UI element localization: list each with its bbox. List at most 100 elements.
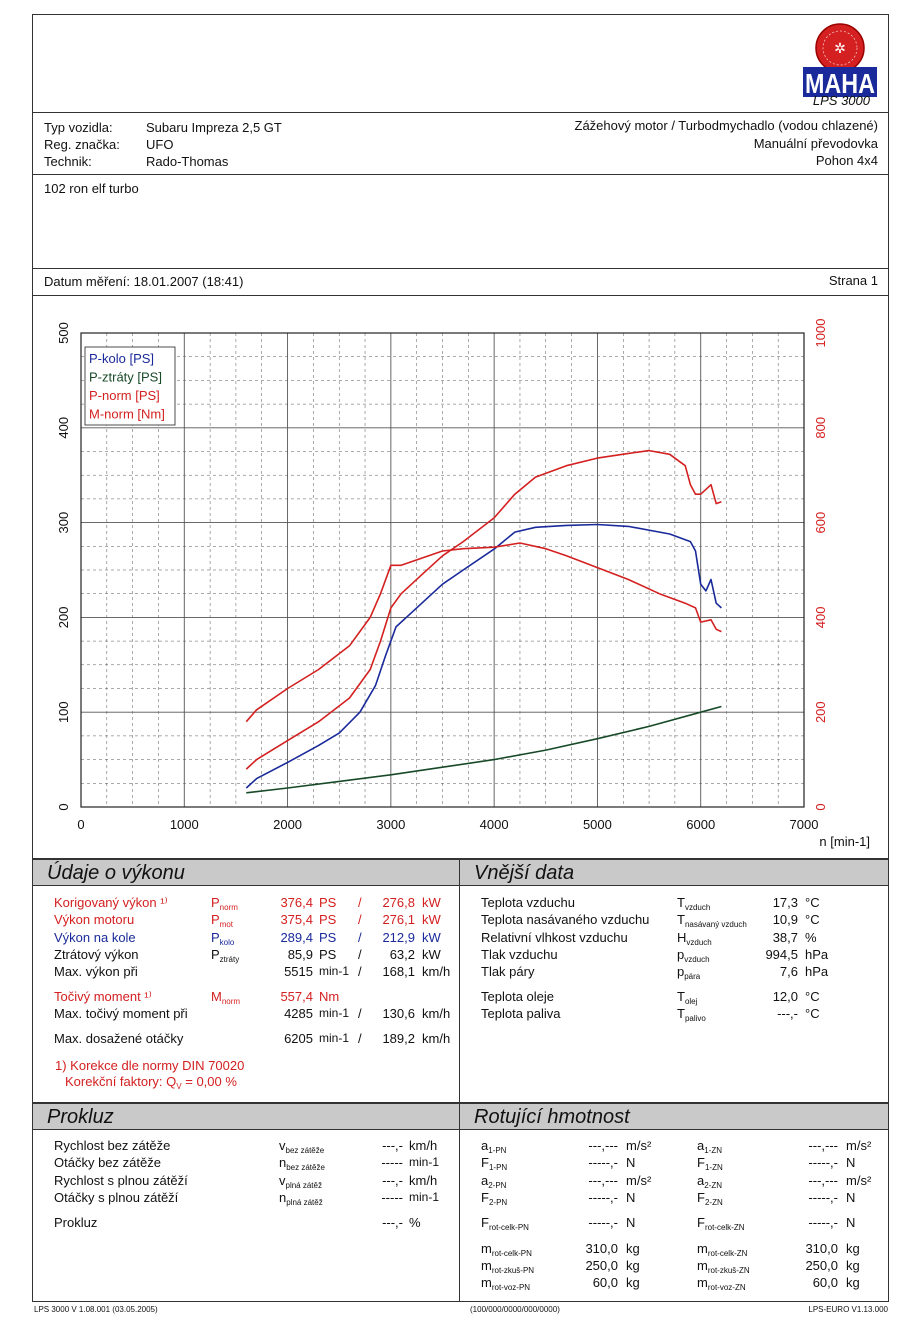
prokluz-unit: km/h [409,1173,438,1188]
rot-value: ---,--- [588,1173,618,1188]
drive-info: Pohon 4x4 [815,153,878,168]
prokluz-symbol: vplná zátěž [279,1173,322,1190]
y-left-tick-label: 100 [56,701,71,723]
perf-symbol-sub: kolo [219,938,235,947]
footnote-factor-sub: V [176,1082,182,1091]
y-left-tick-label: 400 [56,417,71,439]
perf-unit-1: min-1 [319,1006,350,1020]
rot-symbol: mrot-voz-ZN [697,1275,746,1292]
ext-value: 10,9 [772,912,798,927]
rot-symbol-sub: 2-ZN [704,1198,723,1207]
ext-unit: °C [805,912,820,927]
rot-value: 310,0 [585,1241,618,1256]
rot-symbol-letter: a [697,1138,705,1153]
ext-value: 38,7 [772,930,798,945]
perf-label: Max. výkon při [54,964,138,979]
perf-unit-2: kW [422,912,441,927]
ext-value: 994,5 [765,947,798,962]
prokluz-symbol: vbez zátěže [279,1138,324,1155]
reg-value: UFO [146,137,174,152]
rot-value: ---,--- [808,1173,838,1188]
ext-symbol-letter: T [677,895,685,910]
y-right-tick-label: 800 [813,417,828,439]
perf-value-1: 376,4 [280,895,313,910]
footer-left: LPS 3000 V 1.08.001 (03.05.2005) [34,1305,158,1314]
ext-symbol-letter: T [677,912,685,927]
rot-unit: N [846,1215,856,1230]
ext-symbol: pvzduch [677,947,710,964]
series-line [245,449,722,770]
perf-separator: / [358,930,362,945]
perf-symbol-sub: norm [219,903,238,912]
y-left-tick-label: 500 [56,322,71,344]
legend-entry: M-norm [Nm] [89,407,165,422]
rot-symbol: a2-ZN [697,1173,722,1190]
ext-symbol-sub: vzduch [686,938,712,947]
series-line [246,705,722,794]
perf-value-2: 276,8 [382,895,415,910]
rot-unit: kg [626,1241,640,1256]
rot-value: -----,- [588,1155,618,1170]
page-number: Strana 1 [828,273,878,288]
perf-label: Výkon na kole [54,930,136,945]
note-text: 102 ron elf turbo [44,181,139,196]
perf-label: Výkon motoru [54,912,135,927]
ext-symbol: ppára [677,964,700,981]
rot-symbol-letter: F [481,1155,489,1170]
rot-value: -----,- [808,1155,838,1170]
rot-symbol: mrot-celk-PN [481,1241,532,1258]
rot-unit: N [846,1190,856,1205]
prokluz-label: Rychlost bez zátěže [54,1138,171,1153]
prokluz-unit: % [409,1215,421,1230]
ext-symbol-letter: p [677,947,685,962]
y-right-tick-label: 600 [813,512,828,534]
rot-value: ---,--- [808,1138,838,1153]
rot-symbol-sub: rot-celk-ZN [704,1223,745,1232]
section-divider-2 [459,1104,460,1302]
y-right-tick-label: 400 [813,607,828,629]
perf-separator: / [358,947,362,962]
perf-symbol-sub: ztráty [219,955,240,964]
rot-symbol: F1-PN [481,1155,507,1172]
rot-symbol-sub: 1-PN [488,1146,507,1155]
perf-unit-2: km/h [422,1031,451,1046]
rot-value: 250,0 [585,1258,618,1273]
tech-value: Rado-Thomas [146,154,229,169]
y-left-tick-label: 0 [56,803,71,810]
series-line [245,542,722,723]
legend-entry: P-norm [PS] [89,388,160,403]
prokluz-label: Otáčky s plnou zátěží [54,1190,179,1205]
y-right-tick-label: 1000 [813,319,828,348]
ext-symbol-letter: T [677,989,685,1004]
legend-entry: P-kolo [PS] [89,351,154,366]
perf-value-2: 212,9 [382,930,415,945]
prokluz-symbol-letter: n [279,1155,287,1170]
perf-unit-1: Nm [319,989,340,1004]
perf-label: Točivý moment ¹⁾ [54,989,152,1004]
rot-symbol-letter: F [697,1190,705,1205]
rot-value: -----,- [808,1215,838,1230]
ext-label: Teplota vzduchu [481,895,575,910]
rot-symbol-sub: 1-ZN [704,1146,723,1155]
engine-info: Zážehový motor / Turbodmychadlo (vodou c… [574,118,879,133]
rot-symbol-sub: rot-celk-ZN [707,1249,748,1258]
ext-unit: % [805,930,817,945]
rot-symbol-letter: a [481,1173,489,1188]
rot-symbol-letter: m [697,1258,708,1273]
perf-symbol: Pnorm [211,895,238,912]
rot-symbol-letter: m [697,1241,708,1256]
perf-symbol: Pztráty [211,947,239,964]
model-label: LPS 3000 [812,93,870,108]
ext-symbol-sub: palivo [684,1014,706,1023]
rot-symbol-sub: 2-PN [488,1181,507,1190]
y-right-tick-label: 0 [813,803,828,810]
ext-value: 12,0 [772,989,798,1004]
footer-center: (100/000/0000/000/0000) [470,1305,560,1314]
perf-unit-2: kW [422,947,441,962]
x-tick-label: 3000 [376,817,405,832]
rot-symbol-letter: a [481,1138,489,1153]
rot-value: -----,- [808,1190,838,1205]
perf-value-2: 130,6 [382,1006,415,1021]
tech-label: Technik: [44,154,92,169]
perf-separator: / [358,964,362,979]
